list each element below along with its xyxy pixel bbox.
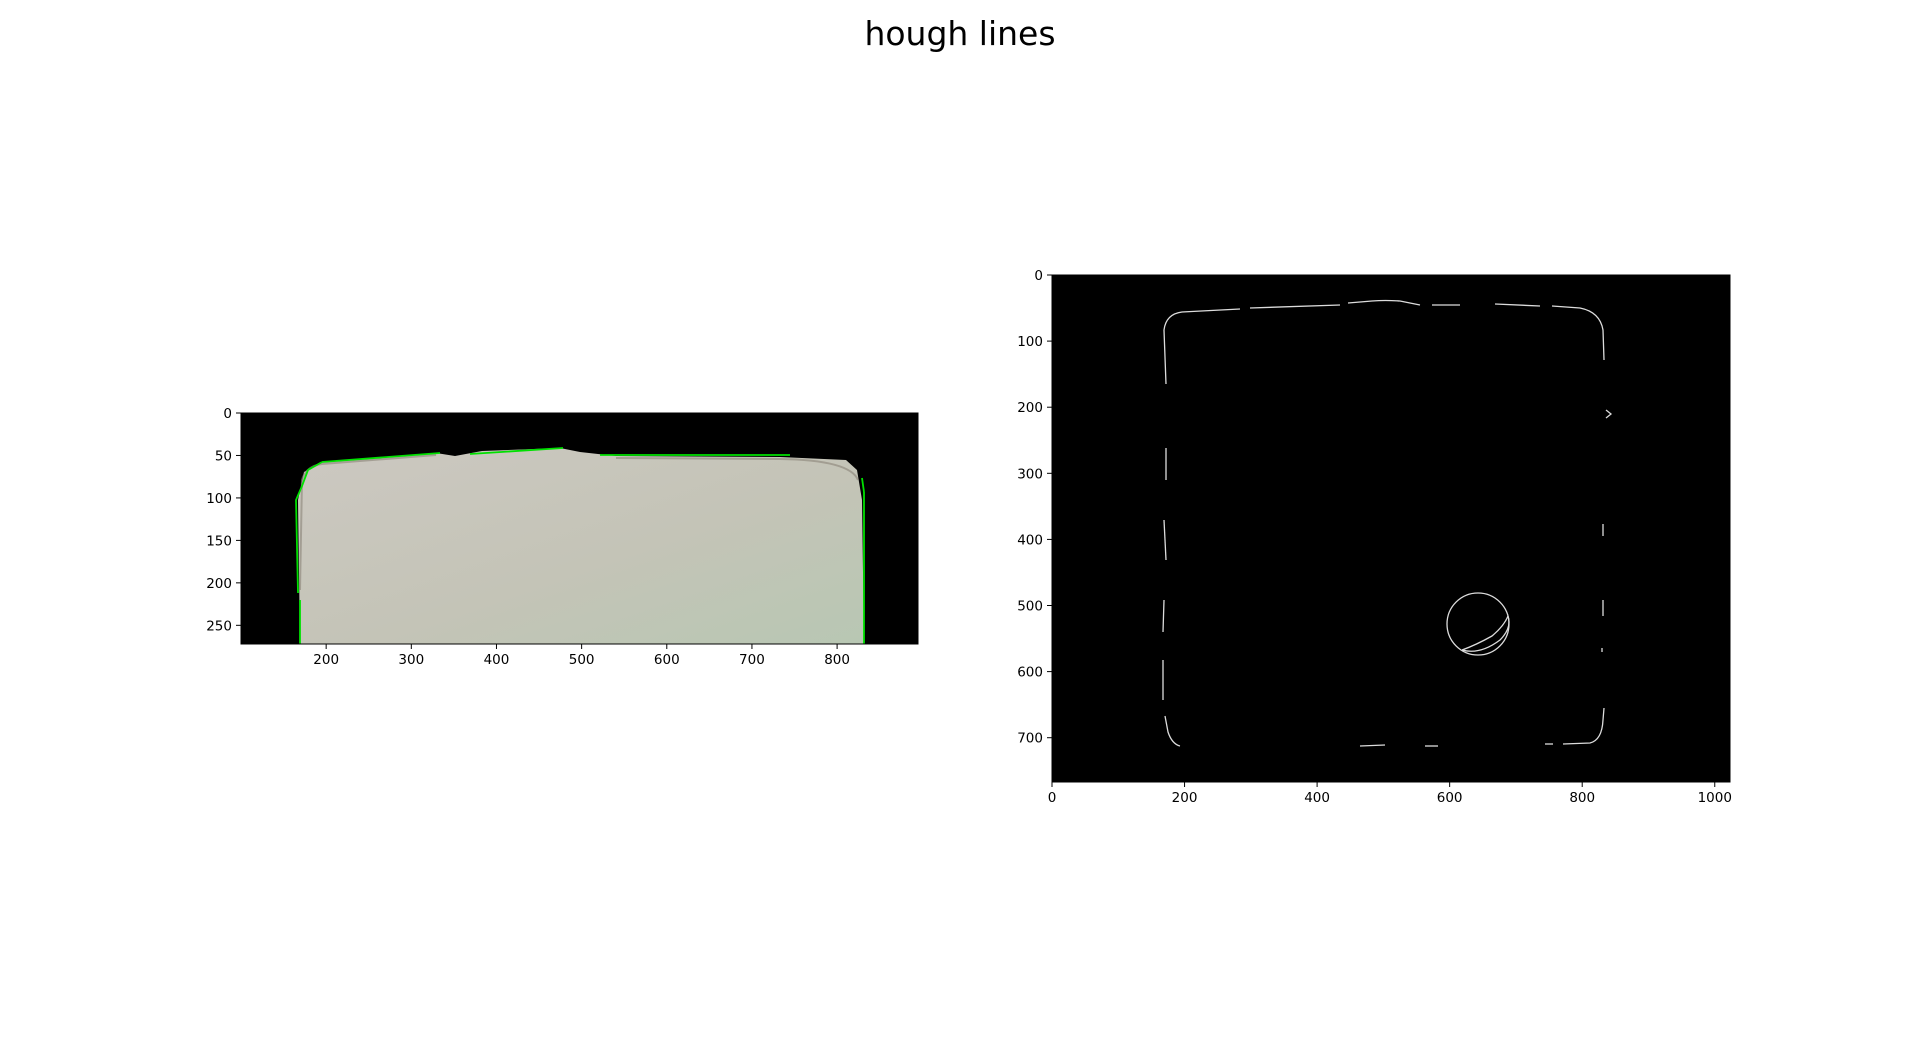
left-y-tick-label: 50 [215, 448, 232, 464]
left-x-tick-label: 500 [569, 652, 595, 668]
left-panel: 200 300 400 500 600 700 800 0 50 100 150 200 250 [206, 406, 918, 668]
left-y-axis: 0 50 100 150 200 250 [206, 406, 241, 634]
figure-title: hough lines [864, 14, 1055, 53]
right-y-tick-label: 500 [1017, 599, 1043, 615]
left-y-tick-label: 100 [206, 491, 232, 507]
right-x-tick-label: 200 [1172, 790, 1198, 806]
right-x-tick-label: 400 [1304, 790, 1330, 806]
left-x-tick-label: 400 [484, 652, 510, 668]
right-x-tick-label: 0 [1048, 790, 1057, 806]
block-photo [298, 448, 864, 644]
left-x-tick-label: 700 [739, 652, 765, 668]
right-x-tick-label: 600 [1437, 790, 1463, 806]
left-y-tick-label: 150 [206, 533, 232, 549]
right-x-tick-label: 800 [1569, 790, 1595, 806]
left-x-tick-label: 300 [398, 652, 424, 668]
right-y-tick-label: 400 [1017, 532, 1043, 548]
right-x-tick-label: 1000 [1698, 790, 1732, 806]
right-y-tick-label: 200 [1017, 400, 1043, 416]
right-y-tick-label: 100 [1017, 334, 1043, 350]
right-x-axis: 0 200 400 600 800 1000 [1048, 782, 1732, 806]
right-y-tick-label: 600 [1017, 665, 1043, 681]
left-x-tick-label: 800 [824, 652, 850, 668]
right-image-background [1052, 275, 1730, 782]
left-x-axis: 200 300 400 500 600 700 800 [313, 644, 850, 668]
left-x-tick-label: 200 [313, 652, 339, 668]
left-x-tick-label: 600 [654, 652, 680, 668]
left-y-tick-label: 250 [206, 618, 232, 634]
left-y-tick-label: 0 [223, 406, 232, 422]
right-y-tick-label: 700 [1017, 731, 1043, 747]
right-y-axis: 0 100 200 300 400 500 600 700 [1017, 268, 1052, 747]
right-y-tick-label: 0 [1034, 268, 1043, 284]
right-y-tick-label: 300 [1017, 466, 1043, 482]
right-panel: 0 200 400 600 800 1000 0 100 200 300 400 500 600 700 [1017, 268, 1732, 806]
left-y-tick-label: 200 [206, 576, 232, 592]
